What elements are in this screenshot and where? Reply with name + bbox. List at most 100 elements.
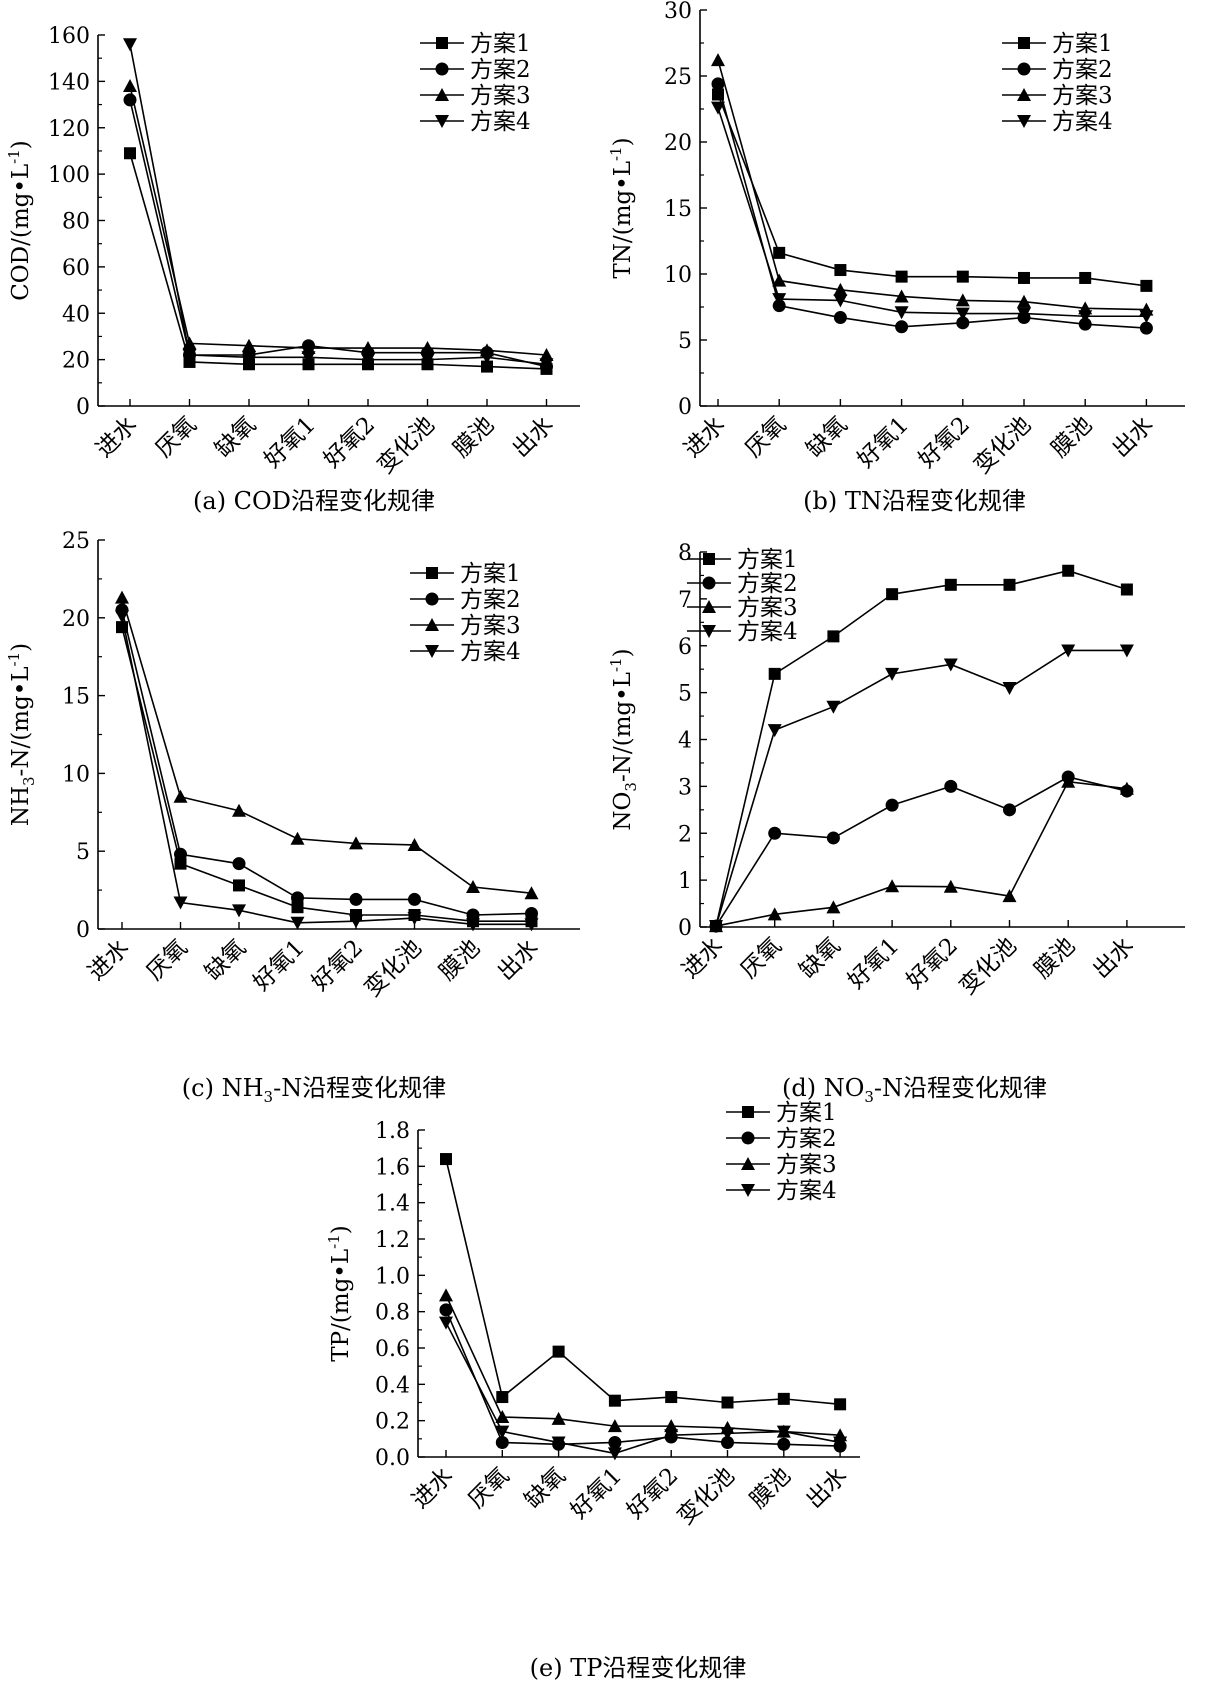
data-point xyxy=(524,886,539,900)
series-2 xyxy=(123,93,553,374)
y-tick-label: 25 xyxy=(62,529,90,554)
legend-label: 方案1 xyxy=(776,1100,837,1126)
series-line xyxy=(715,776,1128,927)
legend-item: 方案1 xyxy=(726,1100,837,1126)
series-line xyxy=(129,153,547,370)
legend-item: 方案1 xyxy=(687,547,798,573)
y-tick-label: 8 xyxy=(678,541,692,566)
data-point xyxy=(408,892,421,906)
series-3 xyxy=(115,590,539,900)
data-point xyxy=(664,1429,679,1443)
data-point xyxy=(525,906,538,920)
legend-label: 方案3 xyxy=(1052,83,1113,109)
y-axis-label-main: TP/(mg•L xyxy=(328,1249,354,1362)
legend-marker xyxy=(425,592,439,606)
data-point xyxy=(291,901,304,914)
data-point xyxy=(956,270,969,283)
data-point xyxy=(466,908,480,922)
y-axis-label-tail: ) xyxy=(8,140,34,149)
y-axis-label-main: NO xyxy=(610,792,636,831)
data-point xyxy=(1002,681,1017,695)
data-point xyxy=(173,896,188,910)
y-axis-label-tail: ) xyxy=(610,648,636,657)
data-point xyxy=(834,264,847,277)
data-point xyxy=(886,588,899,601)
legend-item: 方案1 xyxy=(420,31,531,57)
series-1 xyxy=(116,621,538,928)
y-tick-label: 40 xyxy=(62,302,90,327)
legend-item: 方案2 xyxy=(726,1126,837,1152)
data-point xyxy=(1003,578,1016,591)
legend-marker xyxy=(1017,88,1031,101)
data-point xyxy=(481,360,493,373)
data-point xyxy=(439,1303,453,1317)
series-line xyxy=(715,569,1128,927)
y-axis-label-sup: -1 xyxy=(5,149,23,164)
y-axis-label-tail: ) xyxy=(8,643,34,652)
data-point xyxy=(123,38,137,52)
data-point xyxy=(539,358,554,372)
series-1 xyxy=(440,1153,847,1411)
x-tick-label: 缺氧 xyxy=(210,412,261,463)
data-point xyxy=(361,341,375,355)
data-point xyxy=(709,920,723,934)
chart-panel-tn: 0 5 10 15 20 25 30 进水 厌氧 缺氧 好氧1 好氧2 变化池 膜池 出水 TN/(mg•L-… xyxy=(600,0,1217,520)
data-point xyxy=(664,1419,679,1433)
legend-label: 方案2 xyxy=(776,1126,837,1152)
chart-tp: 0.0 0.2 0.4 0.6 0.8 1.0 1.2 1.4 1.6 1.8 进水 厌氧 缺氧好氧1好… xyxy=(325,1100,860,1530)
data-point xyxy=(551,1436,566,1450)
legend-label: 方案1 xyxy=(470,31,531,57)
data-point xyxy=(232,857,246,871)
series-line xyxy=(445,1294,841,1436)
data-point xyxy=(944,578,957,591)
data-point xyxy=(495,1425,510,1439)
x-tick-label: 厌氧 xyxy=(464,1463,515,1514)
y-tick-label: 0.4 xyxy=(375,1373,410,1398)
data-point xyxy=(551,1411,566,1425)
data-point xyxy=(115,590,129,604)
data-point xyxy=(768,826,782,840)
caption-nh3-main: (c) NH xyxy=(181,1074,264,1102)
legend-label: 方案1 xyxy=(737,547,798,573)
y-tick-label: 15 xyxy=(664,197,692,222)
data-point xyxy=(767,907,782,921)
y-tick-label: 1.4 xyxy=(375,1192,410,1217)
series-line xyxy=(129,85,547,356)
data-point xyxy=(1017,307,1031,321)
series-2 xyxy=(709,770,1134,933)
data-point xyxy=(711,53,725,67)
x-tick-label: 出水 xyxy=(1108,412,1159,463)
caption-no3: (d) NO3-N沿程变化规律 xyxy=(606,1068,1217,1106)
data-point xyxy=(290,916,305,930)
data-point xyxy=(290,831,305,845)
y-tick-label: 140 xyxy=(48,70,90,95)
legend-item: 方案3 xyxy=(420,83,531,109)
x-tick-label: 变化池 xyxy=(969,412,1036,479)
legend-item: 方案3 xyxy=(410,613,521,639)
legend-marker xyxy=(741,1157,755,1170)
legend-marker xyxy=(1017,115,1031,128)
x-tick-label: 缺氧 xyxy=(802,412,853,463)
x-tick-label: 缺氧 xyxy=(795,933,846,984)
data-point xyxy=(773,246,786,259)
x-tick-label: 变化池 xyxy=(673,1463,740,1530)
x-tick-label: 进水 xyxy=(407,1463,458,1514)
data-point xyxy=(420,353,435,367)
legend-item: 方案4 xyxy=(410,639,521,665)
y-tick-label: 1.8 xyxy=(375,1119,410,1144)
data-point xyxy=(885,879,900,893)
legend-marker xyxy=(436,37,448,49)
series-2 xyxy=(115,603,538,922)
x-tick-label: 好氧2 xyxy=(622,1463,683,1524)
data-point xyxy=(1079,271,1092,284)
data-point xyxy=(1140,279,1153,292)
series-4 xyxy=(439,1316,848,1461)
data-point xyxy=(182,348,197,362)
data-point xyxy=(232,904,246,918)
y-tick-label: 10 xyxy=(62,762,90,787)
